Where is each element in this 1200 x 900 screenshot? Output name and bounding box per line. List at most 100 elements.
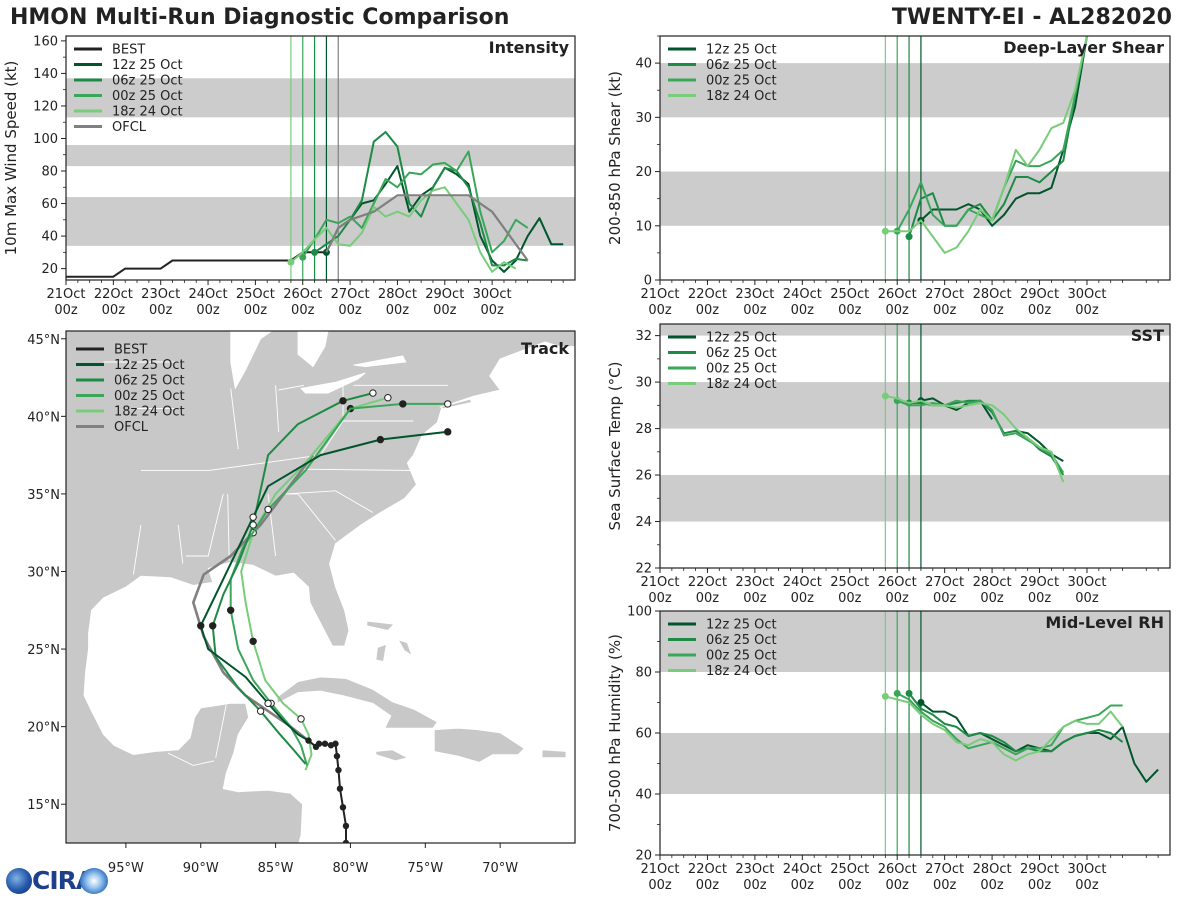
- sst-x-tick-date: 26Oct: [878, 575, 917, 590]
- shear-series-line: [908, 36, 1088, 237]
- shear-series-line: [885, 36, 1088, 254]
- shear-x-tick-hour: 00z: [1028, 303, 1052, 318]
- track-marker: [264, 699, 272, 708]
- track-panel: 95°W 90°W 85°W 80°W 75°W 70°W 15°N 20°N 25°N 30°N…: [27, 330, 576, 876]
- intensity-shaded-band: [66, 144, 575, 167]
- intensity-legend-label: 18z 24 Oct: [112, 105, 183, 120]
- track-legend-label: BEST: [114, 343, 147, 358]
- lake-huron: [297, 331, 329, 368]
- rh-panel: 2040608010021Oct00z22Oct00z23Oct00z24Oct…: [606, 605, 1171, 893]
- lake-michigan: [230, 331, 273, 390]
- track-legend-label: 00z 25 Oct: [114, 389, 185, 404]
- rh-x-tick-date: 29Oct: [1020, 862, 1059, 877]
- track-x-tick-label: 75°W: [407, 861, 443, 876]
- sst-panel: 22242628303221Oct00z22Oct00z23Oct00z24Oc…: [606, 323, 1171, 606]
- intensity-legend-label: 12z 25 Oct: [112, 58, 183, 73]
- intensity-initial-point: [299, 253, 307, 261]
- intensity-y-tick-label: 140: [33, 67, 58, 82]
- rh-x-tick-date: 28Oct: [973, 862, 1012, 877]
- rh-series-group: [881, 689, 1159, 783]
- intensity-x-tick-date: 22Oct: [94, 287, 133, 302]
- rh-series-line: [885, 695, 1124, 762]
- track-end-marker: [444, 428, 452, 436]
- intensity-x-tick-hour: 00z: [196, 303, 220, 318]
- intensity-legend-label: OFCL: [112, 120, 147, 135]
- state-border: [275, 385, 280, 432]
- track-line: [211, 392, 374, 765]
- state-border: [132, 524, 142, 575]
- track-marker: [264, 505, 272, 514]
- sst-x-tick-hour: 00z: [886, 591, 910, 606]
- track-marker: [209, 622, 217, 630]
- sst-frame: [659, 323, 1171, 569]
- rh-series-line: [908, 692, 1124, 753]
- sst-series-line: [885, 395, 1065, 483]
- track-legend-label: 18z 24 Oct: [114, 405, 185, 420]
- shear-x-tick-date: 30Oct: [1067, 287, 1106, 302]
- sst-x-tick-hour: 00z: [1075, 591, 1099, 606]
- shear-x-tick-hour: 00z: [886, 303, 910, 318]
- track-y-tick-label: 25°N: [27, 643, 60, 658]
- intensity-series-line: [66, 251, 327, 278]
- shear-x-tick-date: 26Oct: [878, 287, 917, 302]
- sst-x-tick-date: 30Oct: [1067, 575, 1106, 590]
- rh-x-tick-hour: 00z: [980, 878, 1004, 893]
- shear-series-line: [920, 36, 1088, 227]
- land-hispaniola: [433, 727, 525, 763]
- sst-x-tick-date: 28Oct: [973, 575, 1012, 590]
- land-bahamas-andros: [375, 643, 387, 662]
- intensity-x-tick-date: 28Oct: [378, 287, 417, 302]
- shear-x-tick-date: 29Oct: [1020, 287, 1059, 302]
- intensity-y-tick-label: 120: [33, 99, 58, 114]
- sst-x-tick-hour: 00z: [743, 591, 767, 606]
- intensity-x-tick-hour: 00z: [102, 303, 126, 318]
- rh-x-tick-date: 26Oct: [878, 862, 917, 877]
- intensity-y-tick-label: 100: [33, 132, 58, 147]
- track-y-tick-label: 35°N: [27, 488, 60, 503]
- shear-x-tick-date: 28Oct: [973, 287, 1012, 302]
- rh-initial-point: [905, 689, 913, 697]
- intensity-x-tick-date: 25Oct: [236, 287, 275, 302]
- rh-y-tick-label: 60: [635, 727, 652, 742]
- rh-series-line: [896, 692, 1123, 756]
- sst-y-axis-label: Sea Surface Temp (°C): [606, 361, 624, 530]
- sst-y-tick-label: 32: [635, 329, 652, 344]
- state-border: [177, 717, 196, 751]
- intensity-legend-label: 06z 25 Oct: [112, 74, 183, 89]
- intensity-shaded-band: [66, 197, 575, 246]
- shear-legend-label: 12z 25 Oct: [706, 43, 777, 58]
- intensity-x-tick-hour: 00z: [244, 303, 268, 318]
- state-border: [278, 384, 305, 391]
- intensity-series-group: [66, 131, 564, 278]
- shear-shaded-band: [660, 63, 1170, 118]
- intensity-x-tick-date: 23Oct: [141, 287, 180, 302]
- track-lines: [192, 389, 452, 843]
- rh-x-tick-date: 25Oct: [830, 862, 869, 877]
- state-border: [208, 420, 414, 472]
- rh-y-axis-label: 700-500 hPa Humidity (%): [606, 634, 624, 832]
- rh-panel-title: Mid-Level RH: [1045, 613, 1164, 632]
- shear-y-tick-label: 20: [635, 165, 652, 180]
- track-marker: [339, 397, 347, 405]
- track-marker: [376, 435, 385, 444]
- track-marker: [249, 637, 257, 646]
- track-legend-label: OFCL: [114, 420, 149, 435]
- state-border: [215, 704, 227, 758]
- rh-y-tick-label: 80: [635, 666, 652, 681]
- track-x-tick-label: 95°W: [108, 861, 144, 876]
- best-track-point: [321, 740, 329, 747]
- rh-x-tick-hour: 00z: [933, 878, 957, 893]
- state-border: [185, 493, 224, 557]
- track-y-tick-label: 40°N: [27, 410, 60, 425]
- shear-x-tick-date: 25Oct: [830, 287, 869, 302]
- shear-initial-point: [905, 233, 913, 241]
- track-x-tick-label: 80°W: [332, 861, 368, 876]
- rh-shaded-band: [660, 733, 1170, 794]
- intensity-x-tick-date: 24Oct: [189, 287, 228, 302]
- land-bahamas-eleuthera: [397, 639, 413, 657]
- shear-legend-label: 00z 25 Oct: [706, 74, 777, 89]
- sst-x-tick-date: 29Oct: [1020, 575, 1059, 590]
- sst-x-tick-date: 27Oct: [925, 575, 964, 590]
- state-border: [167, 752, 215, 766]
- intensity-series-line: [290, 186, 517, 273]
